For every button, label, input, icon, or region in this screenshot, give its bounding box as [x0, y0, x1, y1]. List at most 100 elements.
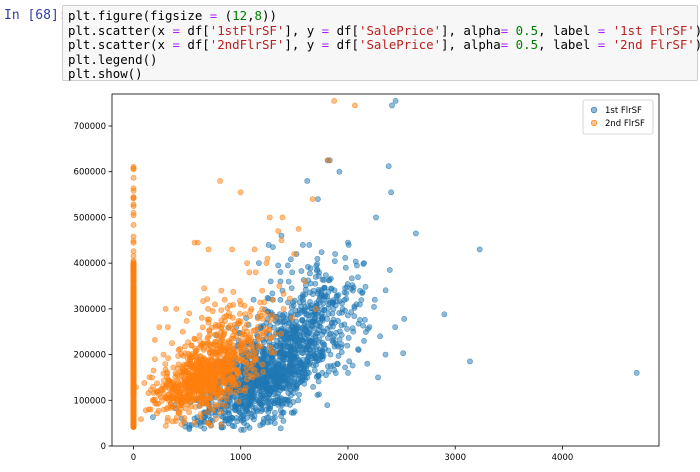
code-token: plt.scatter(x: [68, 22, 173, 38]
legend-label: 2nd FlrSF: [605, 119, 645, 129]
data-point-series-2: [244, 328, 250, 335]
data-point-series-2: [244, 260, 250, 266]
data-point-series-2: [189, 397, 196, 404]
code-token: =: [321, 22, 330, 38]
data-point-series-1: [349, 287, 356, 294]
data-point-series-2: [309, 196, 316, 202]
data-point-series-2: [325, 157, 332, 164]
code-token: [508, 37, 515, 52]
data-point-series-2: [149, 397, 156, 404]
data-point-series-1: [328, 319, 335, 326]
code-token: =: [500, 22, 509, 38]
data-point-series-1: [332, 340, 339, 347]
data-point-series-1: [293, 318, 300, 325]
legend: 1st FlrSF 2nd FlrSF: [582, 99, 654, 135]
data-point-series-2: [244, 336, 251, 343]
data-point-series-1: [288, 304, 295, 311]
data-point-series-1: [338, 322, 345, 329]
data-point-series-1: [237, 415, 244, 422]
data-point-series-2: [185, 387, 191, 393]
data-point-series-1: [350, 328, 357, 335]
data-point-series-1: [325, 347, 332, 354]
code-token: ], alpha: [441, 37, 501, 53]
data-point-series-2: [176, 373, 183, 380]
data-point-series-2: [216, 359, 223, 366]
data-point-series-2: [205, 334, 212, 340]
data-point-series-1: [277, 387, 283, 394]
data-point-series-2: [130, 299, 137, 305]
data-point-series-2: [191, 419, 198, 426]
data-point-series-1: [256, 399, 262, 406]
data-point-series-1: [304, 374, 311, 381]
data-point-series-2: [280, 290, 287, 297]
data-point-series-1: [345, 334, 352, 341]
data-point-series-2: [195, 365, 202, 372]
data-point-series-2: [218, 307, 225, 313]
data-point-series-2: [209, 308, 216, 314]
data-point-series-2: [205, 319, 212, 326]
axes-frame: [111, 93, 660, 447]
data-point-series-1: [332, 370, 339, 376]
data-point-series-1: [389, 102, 395, 109]
data-point-series-2: [146, 374, 153, 380]
code-cell-input[interactable]: plt.figure(figsize = (12,8)) plt.scatter(…: [62, 5, 700, 81]
data-point-series-1: [327, 275, 334, 282]
data-point-series-1: [296, 379, 303, 386]
data-point-series-1: [267, 376, 274, 383]
data-point-series-1: [265, 391, 271, 398]
data-point-series-1: [241, 419, 247, 426]
data-point-series-1: [319, 317, 326, 324]
data-point-series-1: [280, 400, 287, 407]
data-point-series-2: [233, 333, 240, 340]
cell-output: 0 1000 2000 3000 4000 0 100000 200000 300000 4000…: [62, 88, 698, 468]
data-point-series-1: [288, 285, 295, 291]
data-point-series-2: [234, 355, 241, 362]
data-point-series-2: [252, 269, 259, 276]
data-point-series-2: [130, 315, 137, 322]
data-point-series-1: [285, 278, 292, 285]
data-point-series-1: [341, 297, 348, 303]
data-point-series-2: [266, 214, 273, 221]
data-point-series-2: [272, 331, 279, 338]
data-point-series-1: [306, 316, 312, 323]
data-point-series-1: [280, 417, 287, 424]
data-point-series-1: [326, 331, 333, 338]
data-point-series-1: [280, 319, 286, 326]
y-tick-label: 600000: [74, 168, 106, 178]
cell-prompt: In [68]:: [4, 8, 67, 23]
data-point-series-2: [242, 311, 249, 317]
data-point-series-2: [230, 301, 237, 308]
data-point-series-1: [400, 350, 407, 357]
data-point-series-2: [186, 310, 193, 317]
data-point-series-1: [277, 425, 284, 432]
data-point-series-1: [310, 362, 317, 368]
data-point-series-1: [287, 392, 294, 399]
data-point-series-2: [164, 369, 170, 376]
data-point-series-1: [238, 426, 244, 433]
data-point-series-2: [209, 351, 216, 358]
data-point-series-2: [212, 416, 219, 422]
data-point-series-1: [278, 377, 285, 384]
data-point-series-2: [246, 269, 253, 276]
data-point-series-2: [331, 97, 338, 104]
data-point-series-2: [189, 377, 196, 384]
data-point-series-2: [191, 391, 198, 398]
code-token: ], y: [284, 22, 322, 38]
data-point-series-2: [130, 248, 137, 255]
data-point-series-2: [259, 287, 266, 294]
data-point-series-1: [392, 324, 399, 330]
data-point-series-2: [164, 414, 171, 421]
data-point-series-2: [227, 356, 233, 362]
data-point-series-1: [294, 340, 301, 347]
data-point-series-1: [264, 419, 271, 426]
data-point-series-1: [271, 420, 278, 427]
data-point-series-2: [130, 212, 137, 219]
data-point-series-1: [342, 254, 349, 261]
data-point-series-1: [321, 285, 328, 291]
data-point-series-1: [274, 368, 281, 375]
data-point-series-2: [223, 395, 230, 402]
data-point-series-1: [386, 267, 393, 273]
data-point-series-2: [194, 354, 200, 361]
data-point-series-1: [382, 351, 389, 358]
data-point-series-2: [163, 395, 170, 401]
